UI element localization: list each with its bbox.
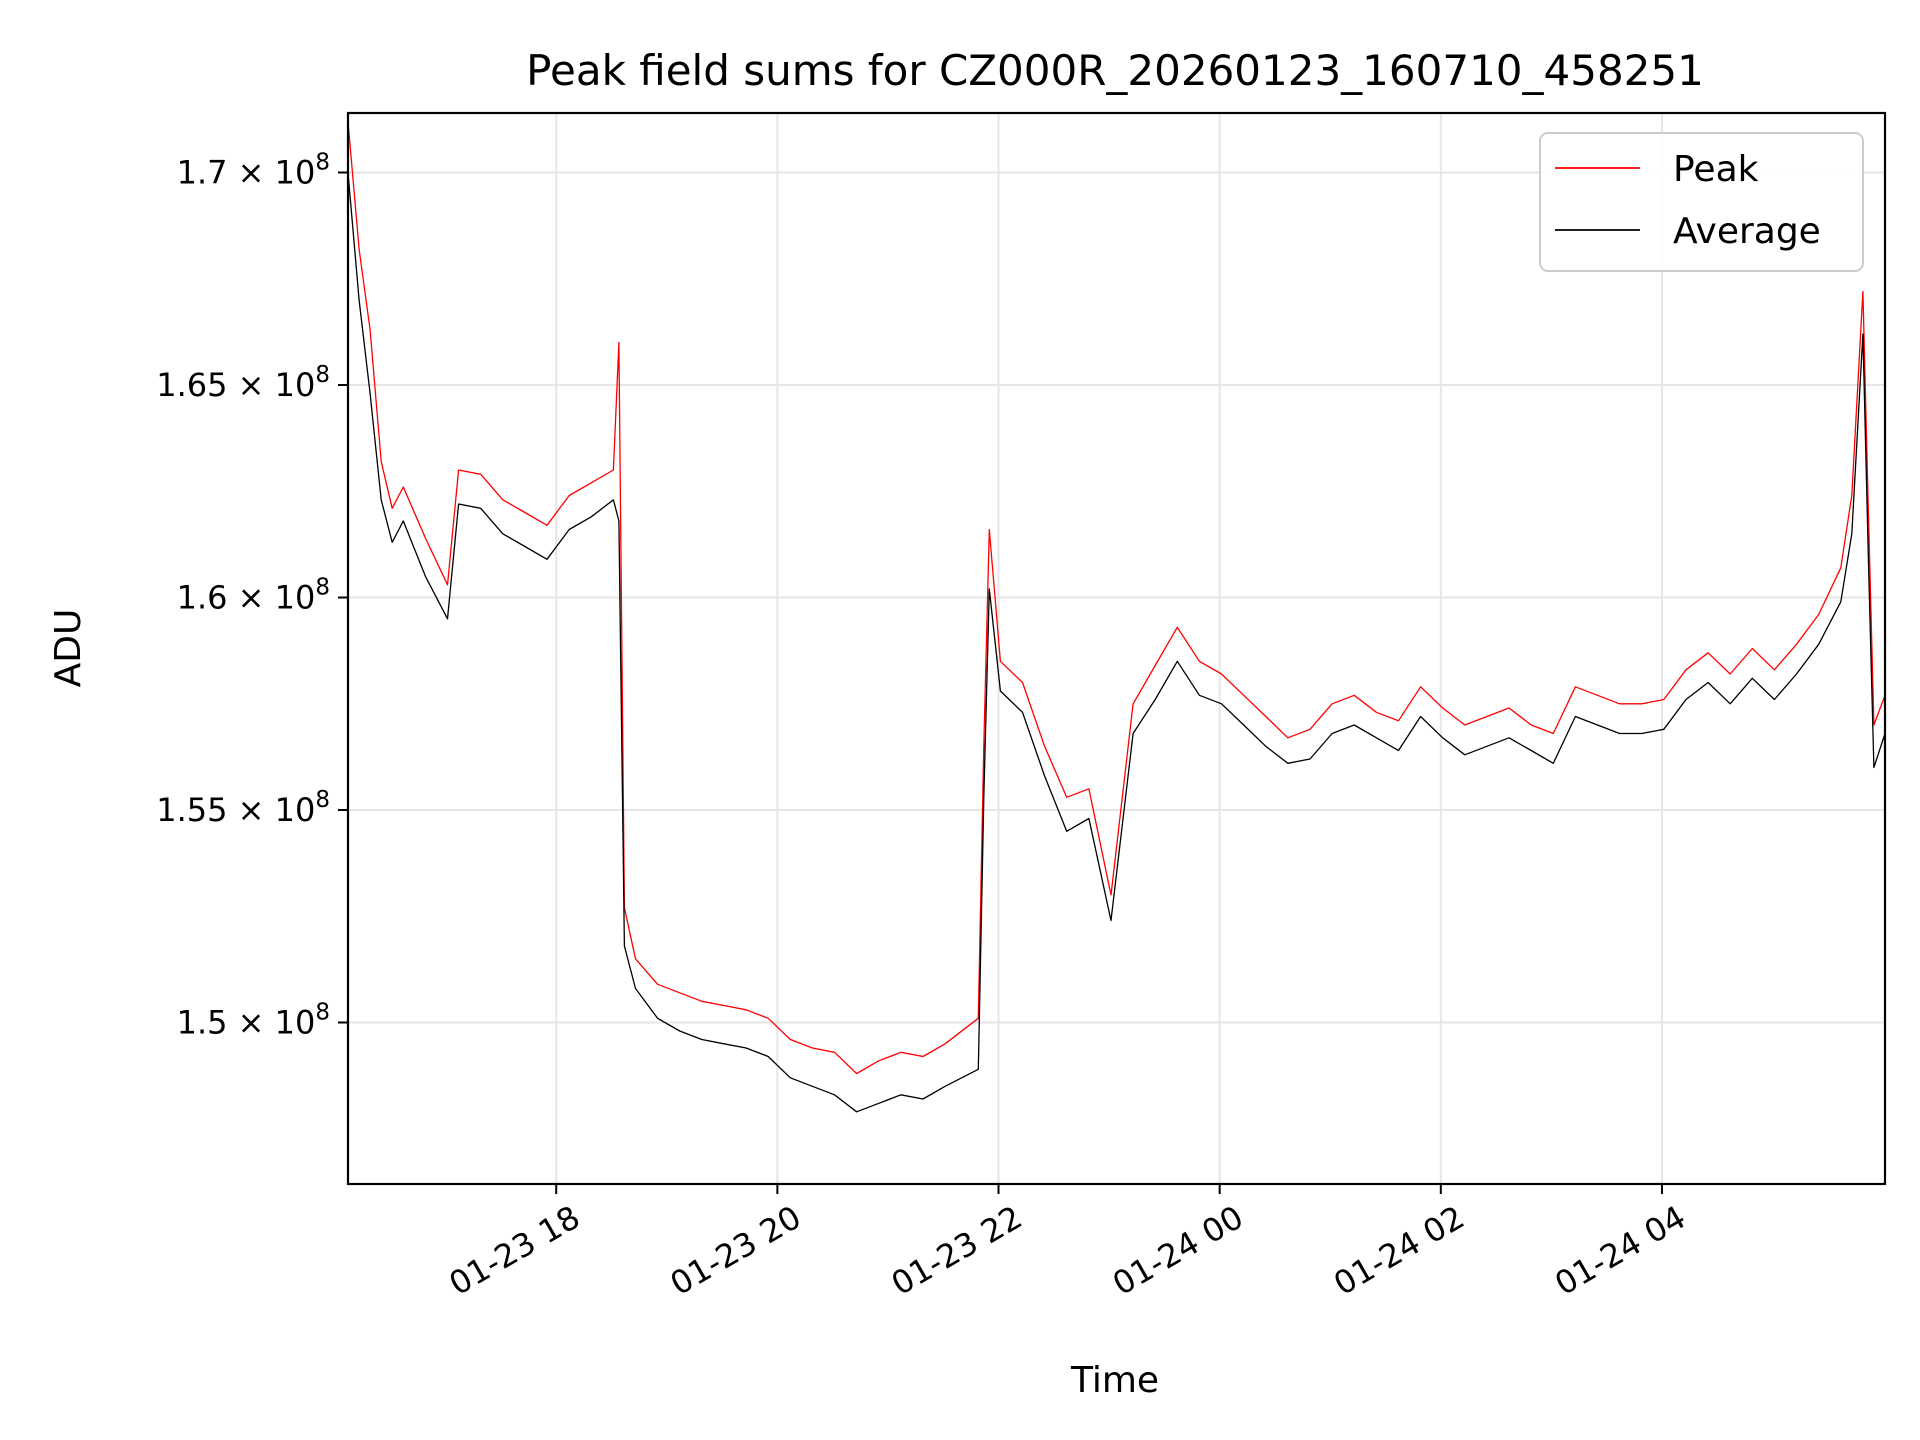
y-tick-base: × 10 <box>227 1004 315 1042</box>
y-tick-label: 1.55 × 108 <box>156 787 330 829</box>
legend: Peak Average <box>1539 132 1864 272</box>
y-tick-base: × 10 <box>227 579 315 617</box>
y-tick-mantissa: 1.7 <box>177 154 228 192</box>
y-tick-exponent: 8 <box>315 1000 330 1026</box>
series-layer <box>348 121 1885 1113</box>
y-tick-exponent: 8 <box>315 575 330 601</box>
y-tick-mantissa: 1.65 <box>156 366 227 404</box>
y-tick-exponent: 8 <box>315 787 330 813</box>
series-line-peak <box>348 121 1885 1075</box>
y-tick-base: × 10 <box>227 366 315 404</box>
y-tick-label: 1.7 × 108 <box>177 150 330 192</box>
y-tick-base: × 10 <box>227 154 315 192</box>
legend-label-peak: Peak <box>1673 149 1759 190</box>
series-clip <box>348 121 1885 1113</box>
y-tick-base: × 10 <box>227 791 315 829</box>
y-tick-label: 1.65 × 108 <box>156 362 330 404</box>
y-tick-exponent: 8 <box>315 150 330 176</box>
y-tick-mantissa: 1.55 <box>156 791 227 829</box>
series-line-average <box>348 172 1885 1113</box>
y-axis-label: ADU <box>48 609 89 688</box>
y-tick-mantissa: 1.6 <box>177 579 228 617</box>
plot-frame <box>346 111 1887 1186</box>
y-tick-label: 1.6 × 108 <box>177 575 330 617</box>
y-tick-exponent: 8 <box>315 362 330 388</box>
legend-label-average: Average <box>1673 211 1821 252</box>
y-tick-mantissa: 1.5 <box>177 1004 228 1042</box>
chart-title: Peak field sums for CZ000R_20260123_1607… <box>526 46 1704 95</box>
x-axis-label: Time <box>1070 1360 1159 1401</box>
y-tick-label: 1.5 × 108 <box>177 1000 330 1042</box>
